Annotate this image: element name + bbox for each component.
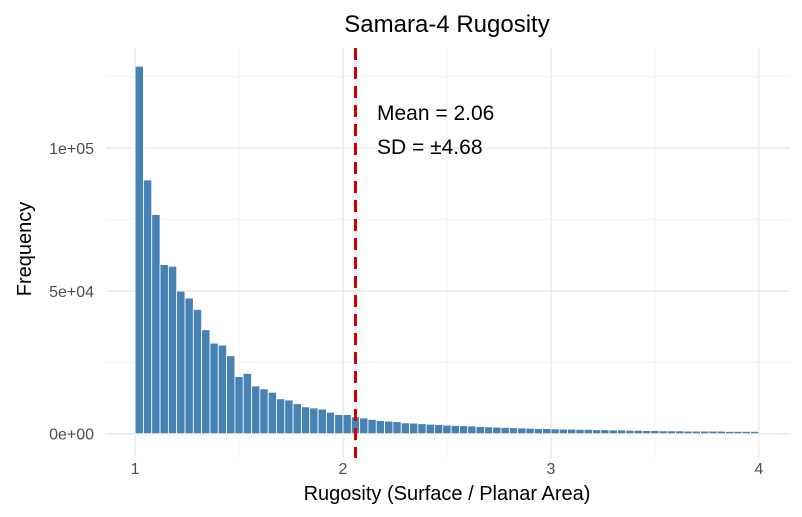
histogram-bar [159, 264, 169, 435]
histogram-bar [483, 426, 494, 435]
histogram-bar [251, 385, 261, 435]
histogram-bar [334, 414, 344, 435]
histogram-bar [359, 417, 369, 435]
histogram-bar [209, 342, 219, 435]
histogram-bar [617, 429, 627, 435]
x-tick-label: 3 [546, 461, 555, 478]
histogram-bar [508, 427, 519, 435]
histogram-bar [608, 429, 618, 435]
histogram-bar [492, 426, 502, 435]
histogram-bar [467, 425, 477, 435]
histogram-bar [683, 430, 693, 435]
histogram-bar [500, 427, 510, 435]
histogram-bar [434, 424, 444, 435]
tick-labels-layer: 1 2 3 4 0e+00 5e+04 1e+05 [49, 141, 763, 478]
histogram-bar [442, 424, 452, 435]
histogram-bar [217, 344, 227, 435]
histogram-bar [375, 420, 385, 435]
histogram-bar [459, 425, 469, 435]
histogram-bar [725, 431, 735, 435]
histogram-bar [666, 430, 677, 435]
histogram-bar [409, 422, 419, 435]
histogram-bar [417, 423, 427, 435]
bars-layer [134, 65, 760, 435]
histogram-bar [658, 430, 668, 435]
histogram-bar [184, 297, 194, 435]
y-tick-label: 0e+00 [49, 427, 94, 444]
histogram-bar [242, 373, 252, 435]
mean-annotation: Mean = 2.06 [377, 102, 494, 125]
histogram-bar [400, 422, 410, 435]
histogram-bar [167, 265, 178, 435]
histogram-bar [533, 428, 543, 435]
histogram-bar [425, 423, 435, 435]
histogram-bar [650, 430, 660, 435]
histogram-bar [301, 406, 311, 435]
histogram-bar [234, 376, 244, 435]
y-tick-label: 5e+04 [49, 284, 94, 301]
histogram-bar [151, 214, 161, 435]
histogram-bar [342, 414, 352, 435]
histogram-bar [134, 65, 144, 435]
histogram-bar [733, 431, 743, 435]
histogram-bar [292, 403, 302, 435]
histogram-bar [309, 407, 319, 435]
histogram-bar [542, 428, 552, 435]
x-axis-title: Rugosity (Surface / Planar Area) [304, 483, 591, 505]
histogram-bar [700, 430, 710, 435]
histogram-bar [575, 429, 585, 435]
y-tick-label: 1e+05 [49, 141, 94, 158]
histogram-bar [176, 290, 186, 435]
histogram-bar [691, 430, 702, 435]
histogram-bar [633, 429, 643, 435]
x-tick-label: 4 [754, 461, 763, 478]
histogram-bar [583, 429, 593, 435]
histogram-bar [567, 428, 577, 435]
histogram-bar [325, 411, 336, 435]
histogram-bar [625, 429, 635, 435]
histogram-bar [741, 431, 751, 435]
x-tick-label: 2 [339, 461, 348, 478]
histogram-bar [192, 309, 203, 435]
histogram-bar [525, 427, 535, 435]
histogram-bar [367, 419, 377, 435]
histogram-bar [708, 430, 718, 435]
histogram-bar [267, 391, 277, 435]
histogram-bar [600, 429, 610, 435]
histogram-bar [143, 179, 153, 435]
histogram-bar [201, 329, 211, 435]
histogram-bar [226, 355, 236, 435]
histogram-bar [592, 429, 602, 435]
histogram-bar [750, 431, 760, 435]
histogram-bar [716, 430, 726, 435]
sd-annotation: SD = ±4.68 [377, 136, 483, 159]
histogram-bar [475, 426, 485, 435]
histogram-bar [450, 425, 460, 435]
histogram-bar [641, 430, 652, 435]
histogram-bar [675, 430, 685, 435]
histogram-bar [276, 398, 286, 435]
histogram-bar [517, 427, 527, 435]
histogram-bar [550, 428, 560, 435]
x-tick-label: 1 [131, 461, 140, 478]
histogram-bar [384, 420, 394, 435]
chart-title: Samara-4 Rugosity [344, 11, 549, 38]
histogram-bar [317, 408, 327, 435]
histogram-bar [284, 399, 294, 435]
y-axis-title: Frequency [14, 202, 36, 297]
histogram-bar [392, 421, 402, 435]
histogram-bar [259, 388, 269, 435]
histogram-bar [558, 428, 568, 435]
